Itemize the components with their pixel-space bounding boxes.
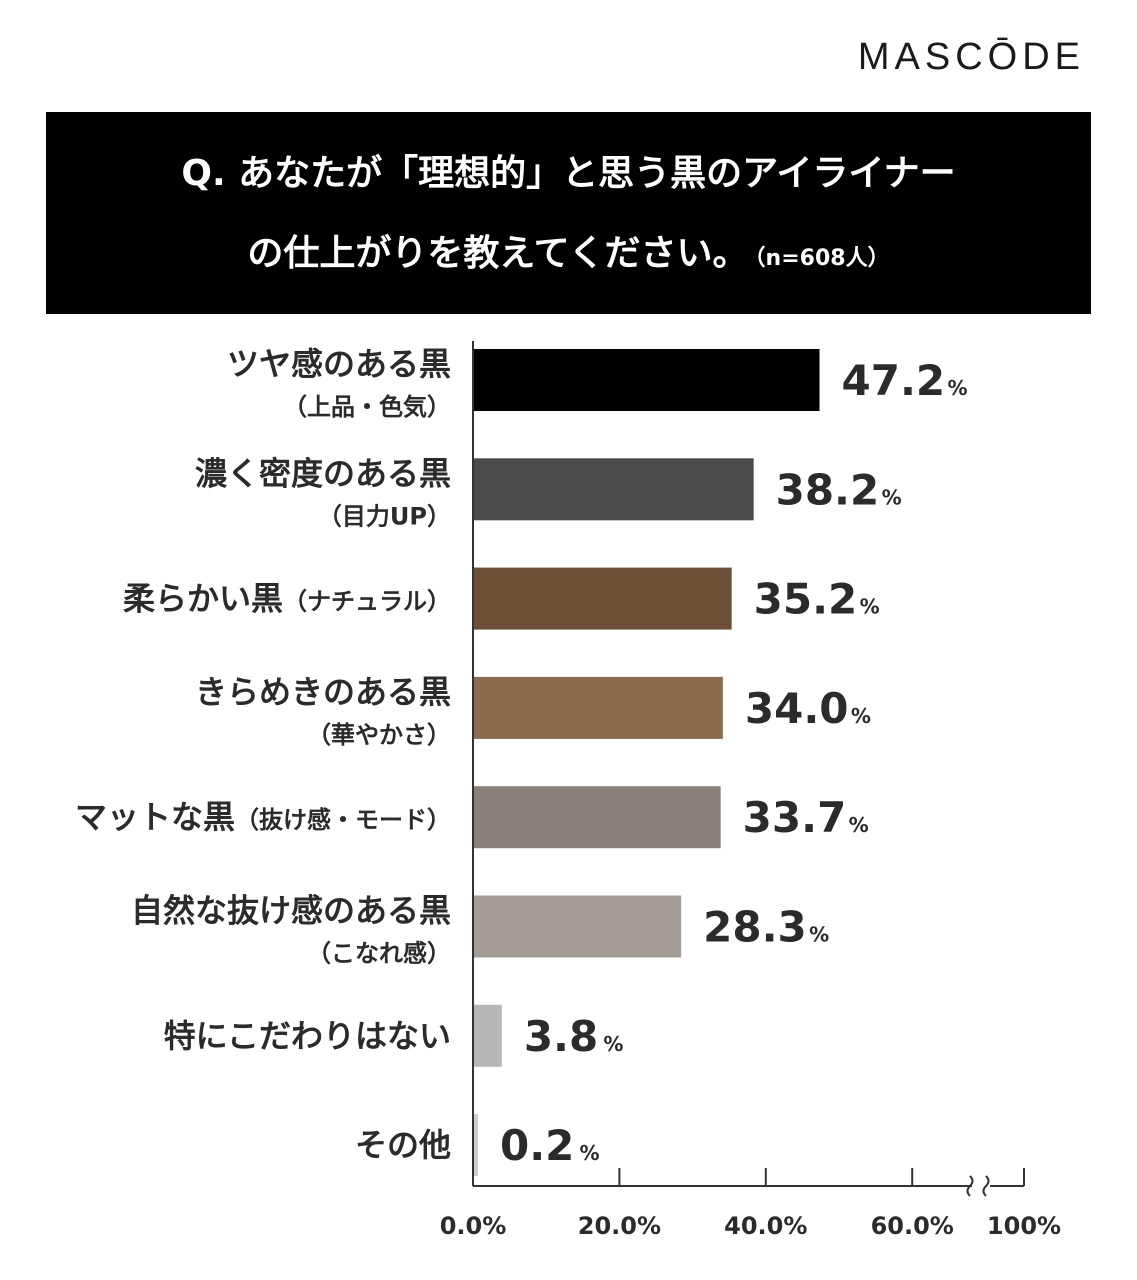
- sample-size: （n=608人）: [754, 246, 890, 271]
- category-label: 柔らかい黒（ナチュラル）: [123, 580, 451, 618]
- bar: [474, 458, 754, 521]
- value-unit: %: [603, 1032, 623, 1056]
- category-label: 特にこだわりはない: [164, 1017, 451, 1055]
- x-tick-label: 0.0%: [440, 1212, 507, 1240]
- value-label: 47.2: [842, 356, 946, 405]
- bar: [474, 567, 732, 630]
- value-label: 35.2: [754, 575, 858, 624]
- x-tick-label: 40.0%: [724, 1212, 807, 1240]
- value-label: 0.2: [500, 1121, 574, 1170]
- axis-break-mark-left: [966, 1175, 974, 1197]
- value-unit: %: [860, 595, 880, 619]
- value-label: 28.3: [703, 903, 807, 952]
- category-label: 自然な抜け感のある黒: [131, 892, 451, 930]
- value-unit: %: [882, 485, 902, 509]
- category-label: その他: [355, 1126, 451, 1164]
- value-label: 34.0: [745, 684, 849, 733]
- bar: [474, 786, 721, 849]
- category-sublabel: （ナチュラル）: [283, 588, 451, 616]
- value-unit: %: [851, 704, 871, 728]
- value-unit: %: [948, 376, 968, 400]
- bar: [474, 895, 682, 958]
- question-banner: Q. あなたが「理想的」と思う黒のアイライナー の仕上がりを教えてください。 （n…: [46, 112, 1091, 314]
- category-sublabel: （上品・色気）: [283, 393, 451, 421]
- bar: [474, 1004, 502, 1067]
- category-sublabel: （抜け感・モード）: [235, 806, 451, 834]
- bar: [474, 349, 820, 411]
- value-label: 33.7: [743, 793, 847, 842]
- question-line-2-text: の仕上がりを教えてください。: [247, 233, 749, 274]
- x-tick-label: 60.0%: [871, 1212, 954, 1240]
- x-tick-label: 20.0%: [578, 1212, 661, 1240]
- question-line-1: Q. あなたが「理想的」と思う黒のアイライナー: [181, 153, 956, 194]
- value-unit: %: [849, 813, 869, 837]
- category-label: きらめきのある黒: [195, 673, 451, 711]
- category-sublabel: （目力UP）: [318, 502, 451, 530]
- brand-logo: MASCŌDE: [857, 36, 1085, 78]
- axis-break-mark-right: [982, 1175, 990, 1197]
- value-label: 3.8: [524, 1012, 598, 1061]
- question-line-2: の仕上がりを教えてください。 （n=608人）: [46, 232, 1091, 281]
- bar: [474, 1114, 478, 1177]
- value-unit: %: [580, 1141, 600, 1165]
- category-label: 濃く密度のある黒: [195, 454, 451, 492]
- category-label: マットな黒（抜け感・モード）: [75, 798, 451, 836]
- x-tick-label: 100%: [987, 1212, 1061, 1240]
- value-unit: %: [809, 923, 829, 947]
- category-label: ツヤ感のある黒: [227, 345, 451, 383]
- bar: [474, 676, 723, 739]
- value-label: 38.2: [776, 465, 880, 514]
- category-sublabel: （華やかさ）: [307, 721, 451, 749]
- category-sublabel: （こなれ感）: [307, 940, 451, 968]
